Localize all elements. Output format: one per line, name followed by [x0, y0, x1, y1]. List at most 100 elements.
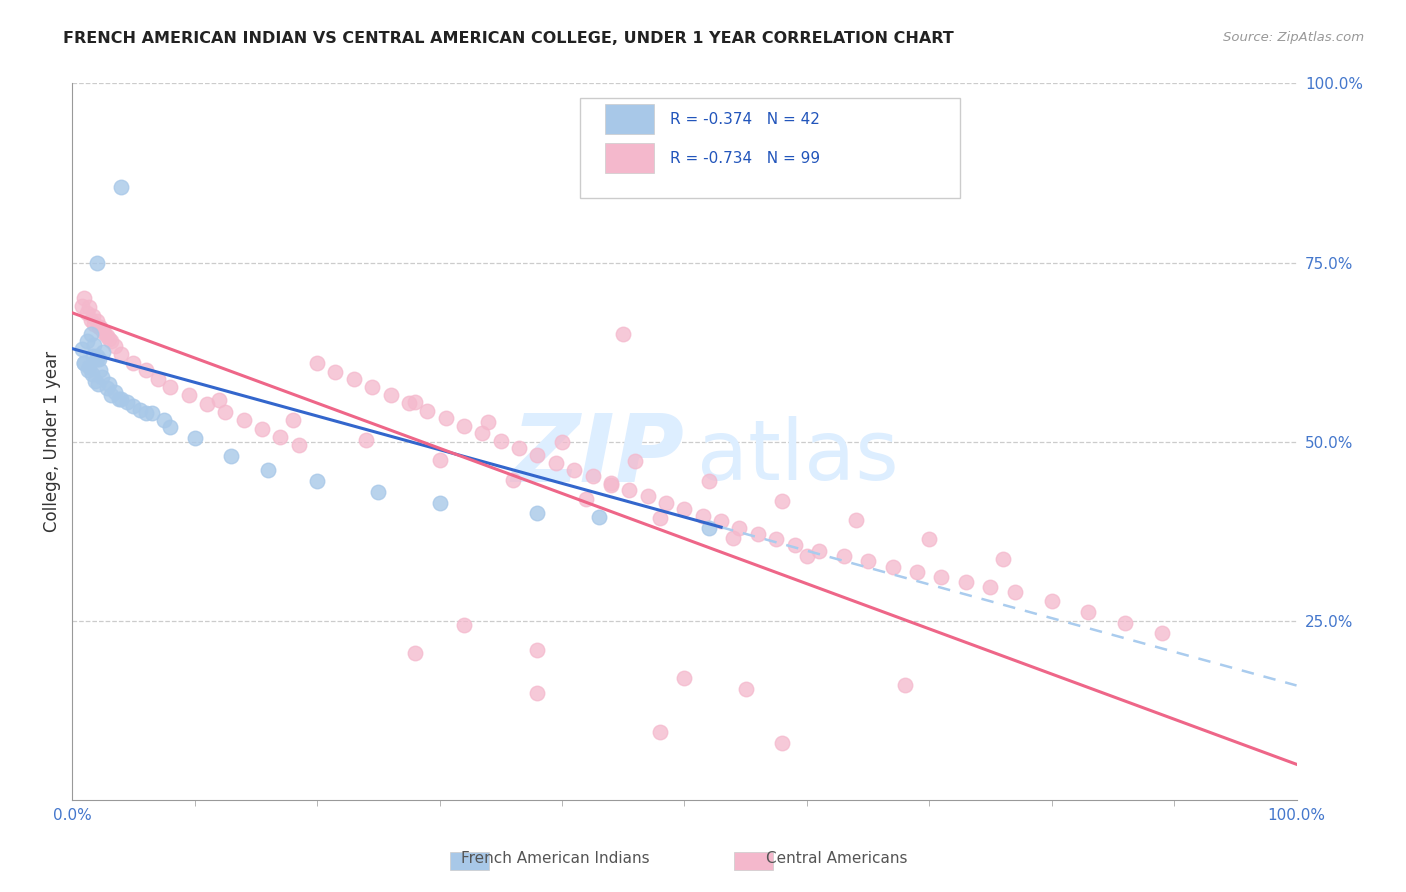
Point	[905, 566, 928, 580]
Point	[287, 437, 309, 451]
Point	[104, 384, 127, 399]
Point	[832, 549, 855, 564]
Point	[159, 420, 181, 434]
Point	[765, 533, 787, 547]
Point	[89, 320, 111, 334]
Point	[89, 363, 111, 377]
Point	[79, 327, 101, 342]
Point	[697, 474, 720, 488]
Point	[526, 686, 548, 700]
Point	[183, 431, 205, 445]
Point	[86, 352, 108, 367]
Point	[770, 493, 793, 508]
Point	[281, 413, 304, 427]
Point	[882, 560, 904, 574]
Point	[508, 442, 530, 456]
Point	[673, 671, 696, 685]
Point	[544, 456, 567, 470]
Point	[692, 508, 714, 523]
Point	[135, 406, 157, 420]
Text: atlas: atlas	[696, 416, 898, 497]
Point	[221, 449, 243, 463]
Point	[1150, 626, 1173, 640]
Point	[122, 399, 145, 413]
Point	[434, 411, 457, 425]
Point	[526, 507, 548, 521]
Point	[477, 416, 499, 430]
Point	[90, 370, 112, 384]
Point	[177, 388, 200, 402]
Point	[600, 477, 623, 491]
Point	[600, 476, 623, 491]
Point	[77, 363, 100, 377]
Point	[325, 365, 347, 379]
Point	[648, 725, 671, 739]
Point	[648, 511, 671, 525]
Point	[894, 678, 917, 692]
Point	[918, 533, 941, 547]
Point	[104, 339, 127, 353]
Point	[80, 367, 103, 381]
Point	[110, 180, 132, 194]
Point	[783, 538, 806, 552]
Point	[110, 347, 132, 361]
Point	[97, 377, 120, 392]
Point	[91, 345, 114, 359]
Point	[100, 334, 122, 349]
Point	[845, 513, 868, 527]
Bar	[605, 103, 654, 134]
Point	[73, 356, 96, 370]
Point	[195, 397, 218, 411]
Point	[453, 419, 475, 434]
Point	[1077, 606, 1099, 620]
Point	[354, 434, 377, 448]
Point	[232, 413, 254, 427]
Point	[79, 359, 101, 374]
Point	[624, 454, 647, 468]
Point	[82, 349, 104, 363]
Point	[86, 349, 108, 363]
Point	[404, 646, 426, 660]
Point	[955, 575, 977, 590]
Point	[83, 317, 105, 331]
Point	[1040, 594, 1063, 608]
Point	[502, 473, 524, 487]
Point	[97, 332, 120, 346]
Text: Central Americans: Central Americans	[766, 851, 907, 865]
Point	[747, 526, 769, 541]
Point	[89, 352, 111, 367]
Point	[153, 413, 176, 427]
Point	[429, 452, 451, 467]
Point	[79, 300, 101, 314]
Point	[100, 388, 122, 402]
Point	[76, 306, 98, 320]
Point	[122, 356, 145, 370]
Point	[93, 326, 115, 340]
Point	[728, 521, 751, 535]
Point	[581, 469, 603, 483]
Point	[562, 463, 585, 477]
Text: R = -0.734   N = 99: R = -0.734 N = 99	[669, 152, 820, 166]
Point	[637, 489, 659, 503]
Point	[697, 521, 720, 535]
Point	[84, 374, 107, 388]
Point	[257, 463, 280, 477]
Point	[526, 449, 548, 463]
Point	[723, 531, 745, 545]
Point	[856, 554, 879, 568]
Point	[117, 395, 139, 409]
Point	[588, 510, 610, 524]
Text: R = -0.374   N = 42: R = -0.374 N = 42	[669, 112, 820, 127]
Point	[343, 372, 366, 386]
Point	[146, 372, 169, 386]
Point	[70, 299, 93, 313]
Point	[76, 334, 98, 349]
Point	[250, 422, 273, 436]
Point	[429, 496, 451, 510]
Point	[96, 381, 118, 395]
Point	[808, 543, 831, 558]
Point	[73, 356, 96, 370]
Point	[91, 324, 114, 338]
Point	[79, 313, 101, 327]
Point	[159, 379, 181, 393]
